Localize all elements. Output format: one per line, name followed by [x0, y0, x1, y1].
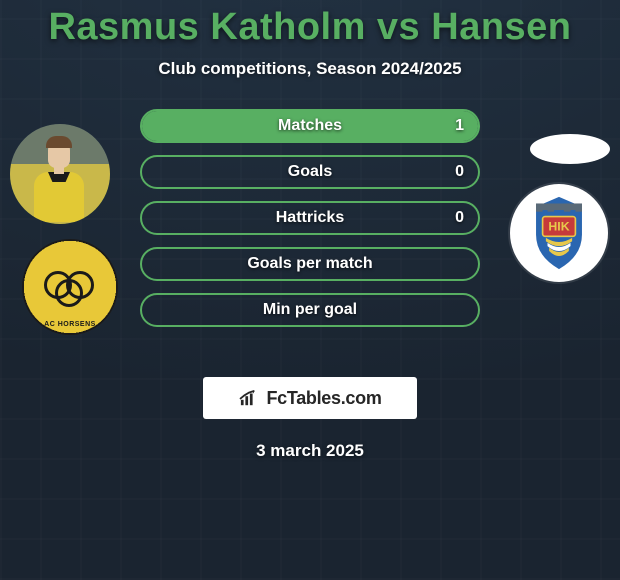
subtitle: Club competitions, Season 2024/2025	[0, 59, 620, 79]
stat-row: Matches 1	[140, 109, 480, 143]
watermark-text: FcTables.com	[266, 388, 381, 409]
stat-value-right: 0	[455, 163, 464, 181]
stat-label: Min per goal	[263, 301, 357, 319]
stat-row: Min per goal	[140, 293, 480, 327]
stat-rows: Matches 1 Goals 0 Hattricks 0 Goals per match M…	[140, 109, 480, 327]
left-player-avatar	[10, 124, 110, 224]
stat-label: Matches	[278, 117, 342, 135]
watermark: FcTables.com	[203, 377, 417, 419]
stat-row: Goals 0	[140, 155, 480, 189]
left-club-badge: AC HORSENS	[22, 239, 118, 335]
stat-label: Goals	[288, 163, 332, 181]
stat-label: Hattricks	[276, 209, 344, 227]
stat-row: Hattricks 0	[140, 201, 480, 235]
date-text: 3 march 2025	[0, 441, 620, 461]
stat-value-right: 1	[455, 117, 464, 135]
left-club-text: AC HORSENS	[22, 321, 118, 328]
right-player-avatar	[530, 134, 610, 164]
chart-icon	[238, 389, 260, 407]
right-club-badge: HIK	[510, 184, 608, 282]
page-title: Rasmus Katholm vs Hansen	[0, 0, 620, 49]
stat-value-right: 0	[455, 209, 464, 227]
svg-text:HIK: HIK	[548, 220, 569, 234]
stat-label: Goals per match	[247, 255, 372, 273]
hobro-crest-icon: HIK	[518, 192, 600, 274]
compare-area: AC HORSENS HIK Matches1Goals0Hattricks0G…	[0, 109, 620, 359]
stat-row: Goals per match	[140, 247, 480, 281]
